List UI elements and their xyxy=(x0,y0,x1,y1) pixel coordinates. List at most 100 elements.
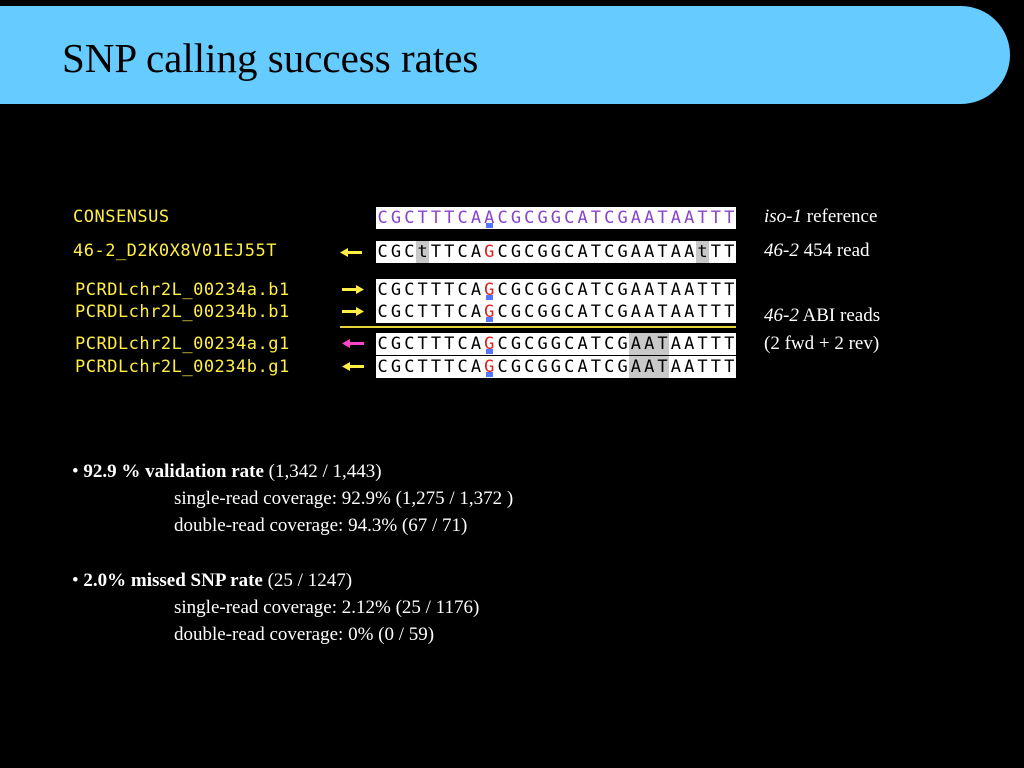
page-title: SNP calling success rates xyxy=(62,35,479,81)
base: C xyxy=(377,334,388,354)
missed-single-read: single-read coverage: 2.12% (25 / 1176) xyxy=(174,597,480,618)
base: A xyxy=(470,242,482,262)
base: C xyxy=(497,242,508,262)
base: G xyxy=(617,302,628,322)
base: T xyxy=(724,280,735,300)
base: T xyxy=(655,333,670,355)
base: G xyxy=(510,280,522,300)
base: A xyxy=(577,334,588,354)
left-arrow-icon xyxy=(342,339,364,348)
abi-reads-sublabel: (2 fwd + 2 rev) xyxy=(764,333,880,354)
base: A xyxy=(684,208,695,228)
base: T xyxy=(590,208,602,228)
base: G xyxy=(617,334,628,354)
base: A xyxy=(644,280,655,300)
base: G xyxy=(510,302,522,322)
base: G xyxy=(537,208,548,228)
base: T xyxy=(444,208,455,228)
row-name-abi-a-g1: PCRDLchr2L_00234a.g1 xyxy=(75,334,290,354)
base: C xyxy=(564,302,575,322)
base: G xyxy=(510,357,522,377)
left-arrow-icon xyxy=(342,362,364,371)
base: G xyxy=(484,334,495,354)
base: T xyxy=(417,302,428,322)
base: C xyxy=(524,357,535,377)
base: A xyxy=(670,357,681,377)
base: C xyxy=(377,280,388,300)
reference-label: iso-1 reference xyxy=(764,206,878,227)
base: G xyxy=(537,242,548,262)
base: A xyxy=(577,208,588,228)
base: T xyxy=(444,357,455,377)
validation-double-read: double-read coverage: 94.3% (67 / 71) xyxy=(174,515,468,536)
base: C xyxy=(457,357,468,377)
base: A xyxy=(630,208,642,228)
base: G xyxy=(510,242,522,262)
base: T xyxy=(724,302,735,322)
base: C xyxy=(497,302,508,322)
base: T xyxy=(657,302,668,322)
base: G xyxy=(537,357,548,377)
base: t xyxy=(695,241,710,263)
row-name-abi-b-b1: PCRDLchr2L_00234b.b1 xyxy=(75,302,290,322)
read-454-label: 46-2 454 read xyxy=(764,240,870,261)
base: T xyxy=(444,242,455,262)
base: A xyxy=(484,208,495,228)
row-name-consensus: CONSENSUS xyxy=(73,207,170,227)
title-bar xyxy=(0,6,1010,104)
base: T xyxy=(417,357,428,377)
base: T xyxy=(590,280,602,300)
base: T xyxy=(417,208,428,228)
base: C xyxy=(404,334,415,354)
base: A xyxy=(577,242,588,262)
base: G xyxy=(510,334,522,354)
base: T xyxy=(724,242,735,262)
base: C xyxy=(524,302,535,322)
base: G xyxy=(617,357,628,377)
base: C xyxy=(497,208,508,228)
base: A xyxy=(630,280,642,300)
base: A xyxy=(684,334,695,354)
base: G xyxy=(617,208,628,228)
base: A xyxy=(684,242,695,262)
base: C xyxy=(524,334,535,354)
base: A xyxy=(644,242,655,262)
base: A xyxy=(684,357,695,377)
base: G xyxy=(550,208,562,228)
base: A xyxy=(684,280,695,300)
base: A xyxy=(470,280,482,300)
base: A xyxy=(630,242,642,262)
base: A xyxy=(630,302,642,322)
row-name-abi-b-g1: PCRDLchr2L_00234b.g1 xyxy=(75,357,290,377)
base: T xyxy=(697,334,708,354)
base: A xyxy=(670,280,681,300)
base: T xyxy=(697,208,708,228)
base: A xyxy=(629,333,643,355)
base: G xyxy=(510,208,522,228)
base: T xyxy=(710,302,721,322)
base: C xyxy=(604,334,615,354)
base: T xyxy=(444,280,455,300)
row-name-abi-a-b1: PCRDLchr2L_00234a.b1 xyxy=(75,280,290,300)
validation-rate-bullet: • 92.9 % validation rate (1,342 / 1,443) xyxy=(72,461,382,482)
base: C xyxy=(404,208,415,228)
base: C xyxy=(564,357,575,377)
base: A xyxy=(642,333,656,355)
base: G xyxy=(390,357,402,377)
base: T xyxy=(657,208,668,228)
base: T xyxy=(710,357,721,377)
base: T xyxy=(430,208,442,228)
base: G xyxy=(390,302,402,322)
base: C xyxy=(457,280,468,300)
right-arrow-icon xyxy=(342,307,364,316)
base: T xyxy=(710,242,721,262)
base: C xyxy=(604,208,615,228)
left-arrow-icon xyxy=(340,248,362,257)
base: T xyxy=(724,208,735,228)
base: T xyxy=(590,242,602,262)
base: C xyxy=(564,208,575,228)
base: T xyxy=(590,302,602,322)
